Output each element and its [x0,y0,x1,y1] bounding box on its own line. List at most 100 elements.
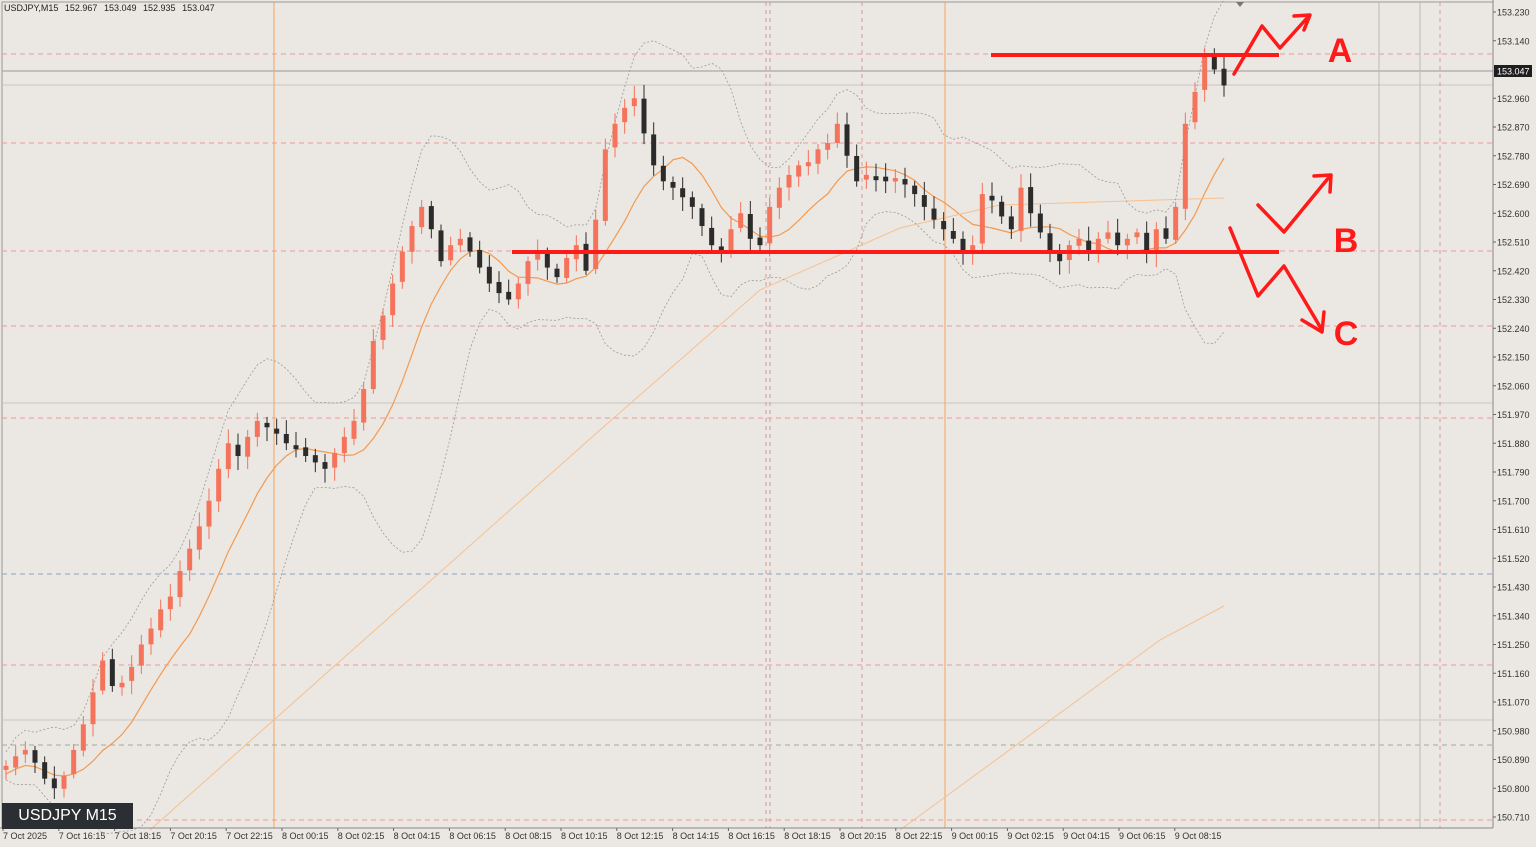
candle-body [13,756,19,768]
candle-body [709,227,715,246]
candle-body [941,221,947,230]
candle-body [254,420,260,437]
x-tick-label: 7 Oct 20:15 [170,831,217,841]
candle-body [370,341,376,390]
candle-body [564,257,570,278]
candle-body [1095,238,1101,254]
candle-body [1202,53,1208,90]
candle-body [796,165,802,177]
scenario-label-b: B [1334,222,1359,260]
candle-body [322,462,328,469]
candle-body [825,142,831,150]
candle-body [399,251,405,282]
candle-body [767,206,773,244]
candle-body [583,243,589,271]
y-tick-label: 152.150 [1497,353,1530,363]
header-high: 153.049 [103,3,137,13]
candle-body [119,682,125,688]
y-tick-label: 150.980 [1497,726,1530,736]
y-tick-label: 151.250 [1497,640,1530,650]
y-tick-label: 152.780 [1497,151,1530,161]
candle-body [593,219,599,270]
candle-body [612,123,618,148]
header-symbol: USDJPY,M15 [4,3,59,13]
candle-body [486,266,492,284]
candle-body [979,194,985,244]
candle-body [187,548,193,571]
y-tick-label: 152.870 [1497,123,1530,133]
candle-body [235,444,241,457]
scenario-c-arrowhead [1300,310,1326,334]
candle-body [805,162,811,167]
candle-body [216,468,222,502]
candle-body [61,775,67,789]
y-tick-label: 150.710 [1497,813,1530,823]
symbol-label: USDJPY M15 [2,803,133,829]
candle-body [361,388,367,423]
candle-body [641,98,647,134]
y-tick-label: 152.600 [1497,209,1530,219]
y-tick-label: 151.520 [1497,554,1530,564]
y-tick-label: 152.510 [1497,238,1530,248]
candle-body [303,447,309,457]
candle-body [970,245,976,253]
candle-body [264,422,270,428]
candle-body [554,268,560,278]
scenario-a-arrowhead [1292,13,1312,32]
candle-body [467,237,473,252]
candle-body [1076,238,1082,246]
candle-body [428,206,434,230]
y-tick-label: 151.070 [1497,698,1530,708]
candle-body [177,571,183,598]
candle-body [419,206,425,228]
scenario-c-arrow [1228,226,1324,332]
y-tick-label: 151.610 [1497,525,1530,535]
x-tick-label: 9 Oct 04:15 [1063,831,1110,841]
candle-body [51,778,57,789]
moving-average-slow [149,197,1225,831]
candle-body [332,452,338,468]
candle-body [390,283,396,316]
candle-body [477,250,483,268]
y-tick-label: 151.790 [1497,468,1530,478]
candle-body [1028,187,1034,214]
candle-body [718,246,724,252]
candle-body [535,251,541,260]
candle-body [689,197,695,207]
candle-body [699,208,705,227]
candle-body [786,174,792,188]
scenario-b-arrow [1256,174,1332,234]
candle-body [738,213,744,228]
chart-header: USDJPY,M15 152.967 153.049 152.935 153.0… [4,3,219,13]
x-tick-label: 8 Oct 00:15 [282,831,329,841]
candle-body [158,609,164,631]
candle-body [448,245,454,261]
candle-body [960,238,966,252]
candle-body [196,526,202,550]
candle-body [1124,238,1130,246]
candle-body [892,178,898,182]
candle-body [351,420,357,439]
x-tick-label: 7 Oct 16:15 [59,831,106,841]
candle-body [660,165,666,182]
x-tick-label: 9 Oct 00:15 [952,831,999,841]
candle-body [3,765,9,770]
candle-body [1018,187,1024,231]
header-close: 153.047 [182,3,215,13]
candle-body [844,124,850,156]
candle-body [409,226,415,252]
candle-body [274,428,280,434]
candle-body [90,692,96,725]
candle-body [312,455,318,463]
candle-body [167,596,173,610]
candle-body [1211,54,1217,70]
y-tick-label: 152.240 [1497,324,1530,334]
scenario-b-arrowhead [1312,173,1333,194]
x-tick-label: 8 Oct 12:15 [617,831,664,841]
y-tick-label: 151.430 [1497,583,1530,593]
candle-body [293,445,299,450]
candle-body [80,724,86,751]
candle-body [776,187,782,208]
